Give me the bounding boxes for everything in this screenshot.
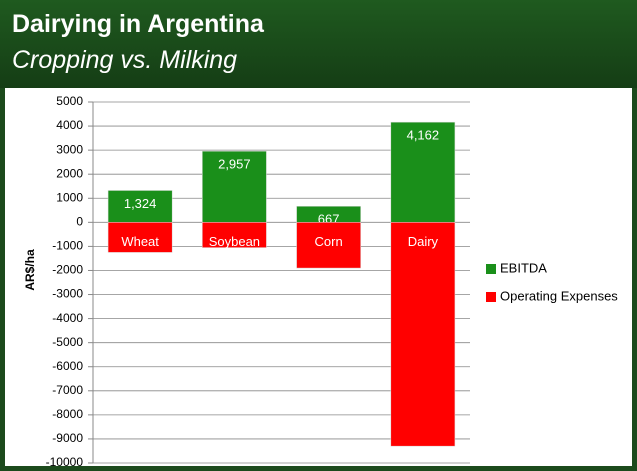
data-label: 4,162 [407,128,440,143]
y-tick-label: -2000 [52,263,83,277]
slide-title: Dairying in Argentina [12,10,264,38]
y-tick-label: -5000 [52,335,83,349]
y-tick-label: 0 [76,215,83,229]
bar [202,222,267,248]
bar [390,121,456,223]
slide-subtitle: Cropping vs. Milking [12,46,238,74]
bar [202,150,267,223]
y-tick-label: 2000 [56,166,83,180]
chart: AR$/ha 5000 4000 3000 2000 1000 0 -1000 -2000 -3… [5,88,632,466]
y-tick-label: 4000 [56,118,83,132]
y-tick-label: -4000 [52,311,83,325]
y-tick-label: -7000 [52,383,83,397]
y-tick-label: 5000 [56,94,83,108]
y-tick-label: -9000 [52,431,83,445]
bar [107,222,173,253]
legend-swatch [486,292,496,302]
legend-label: Operating Expenses [500,288,618,303]
bar [390,222,456,447]
category-label: Wheat [121,234,159,249]
y-tick-label: -6000 [52,359,83,373]
data-label: 1,324 [124,196,157,211]
y-tick-label: -3000 [52,287,83,301]
category-label: Dairy [408,234,439,249]
legend-label: EBITDA [500,260,547,275]
header: Dairying in Argentina Cropping vs. Milki… [0,0,637,88]
legend-swatch [486,264,496,274]
bar [296,222,361,269]
category-label: Corn [315,234,343,249]
category-label: Soybean [209,234,260,249]
y-tick-label: 3000 [56,142,83,156]
y-tick-label: -8000 [52,407,83,421]
y-tick-label: -1000 [52,239,83,253]
y-tick-label: 1000 [56,190,83,204]
y-tick-label: -10000 [46,455,84,466]
data-label: 2,957 [218,157,251,172]
y-axis-label: AR$/ha [23,249,37,291]
bar [107,190,173,223]
